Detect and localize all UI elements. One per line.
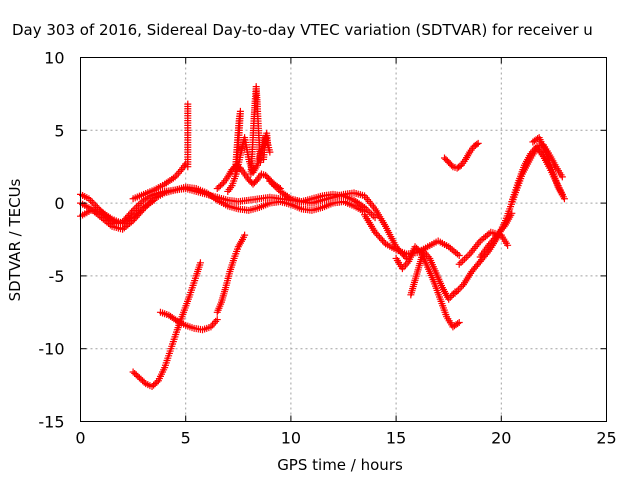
data-point [213,316,221,324]
data-point [88,198,96,206]
data-point [232,167,240,175]
y-tick-label: -15 [38,413,64,432]
data-point [380,238,388,246]
data-point [131,205,139,213]
data-point [457,259,465,267]
series-track-6 [156,308,221,334]
data-point [376,233,384,241]
data-point [558,173,566,181]
data-point [172,316,180,324]
plot-frame [80,57,607,422]
data-point [402,261,410,269]
data-point [371,228,379,236]
data-point [212,317,220,325]
series-track-19 [529,134,568,203]
y-tick-label: 10 [44,49,64,68]
data-point [473,140,481,148]
data-point [218,180,226,188]
data-point [153,378,161,386]
grid-layer [80,57,607,422]
data-point [184,100,192,108]
series-track-18 [508,141,566,206]
labels-layer: 0 5 10 15 20 25 -15 -10 -5 0 5 10 [38,49,616,448]
data-point [459,257,467,265]
data-point [474,139,482,147]
data-point [210,319,218,327]
y-tick-label: 0 [54,194,64,213]
data-point [379,237,387,245]
series-spike-8.9 [260,129,272,163]
marks-layer [77,83,568,391]
series-track-5 [129,259,204,391]
data-point [455,260,463,268]
data-point [150,196,158,204]
data-point [454,320,462,328]
series-spike-7.4 [231,107,244,178]
x-tick-label: 25 [596,429,616,448]
data-point [455,252,463,260]
x-tick-label: 10 [281,429,301,448]
series-track-7 [213,231,249,316]
y-tick-label: -5 [49,267,65,286]
data-point [241,231,249,239]
data-point [560,195,568,203]
data-point [500,223,508,231]
series-track-12 [392,243,463,331]
data-point [264,141,272,149]
x-axis-label: GPS time / hours [277,456,403,474]
data-point [373,230,381,238]
series-spike-8.3 [247,83,264,178]
data-point [456,284,464,292]
data-point [455,318,463,326]
series-track-14 [440,139,482,172]
data-point [504,241,512,249]
data-point [464,252,472,260]
data-point [374,232,382,240]
data-point [377,235,385,243]
x-tick-label: 0 [75,429,85,448]
y-tick-label: 5 [54,121,64,140]
series-track-13 [407,247,459,303]
data-point [174,169,182,177]
series-track-17 [476,209,516,261]
data-point [140,378,148,386]
ticks-layer [80,57,607,422]
series-track-10 [266,177,411,262]
series-track-4 [77,196,158,227]
series-spike-5.1 [184,100,192,171]
x-tick-label: 15 [386,429,406,448]
series-track-3 [129,160,190,203]
data-point [508,209,516,217]
data-point [371,214,379,222]
y-tick-label: -10 [38,340,64,359]
chart-title: Day 303 of 2016, Sidereal Day-to-day VTE… [12,21,593,39]
x-tick-label: 20 [491,429,511,448]
data-point [460,255,468,263]
data-point [462,253,470,261]
data-point [196,259,204,267]
data-point [448,161,456,169]
x-tick-label: 5 [181,429,191,448]
y-axis-label: SDTVAR / TECUs [6,178,24,301]
